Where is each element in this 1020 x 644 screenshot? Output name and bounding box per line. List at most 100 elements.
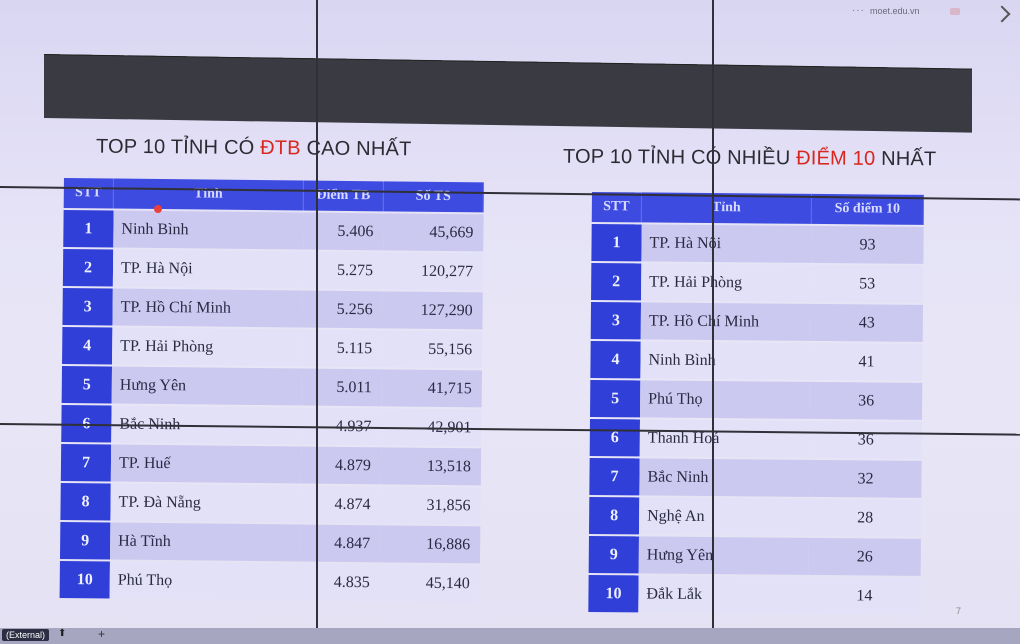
screen-grid-line [712,0,714,644]
candidates-cell: 55,156 [382,330,483,369]
score10-cell: 28 [808,498,922,537]
table-row: 2 TP. Hà Nội 5.275 120,277 [62,248,484,291]
table-row: 4 Ninh Bình 41 [590,340,923,381]
header-province: Tỉnh [113,178,304,211]
rank-cell: 5 [590,379,641,418]
average-cell: 4.847 [299,524,381,563]
bottom-toolbar [0,628,1020,644]
laser-pointer-dot [154,205,162,213]
province-cell: TP. Hải Phòng [112,327,303,367]
candidates-cell: 45,140 [379,564,480,603]
province-cell: Nghệ An [638,497,810,536]
site-badge [950,8,960,15]
province-cell: Hưng Yên [638,536,809,575]
page-number: 7 [956,606,962,616]
candidates-cell: 41,715 [381,369,482,408]
rank-cell: 9 [59,521,111,560]
header-stt: STT [63,177,114,209]
province-cell: Thanh Hoá [639,419,810,458]
province-cell: TP. Hải Phòng [641,263,812,302]
province-cell: TP. Hồ Chí Minh [640,302,812,341]
table-row: 9 Hưng Yên 26 [588,535,921,576]
slide-banner [44,54,972,133]
screen-grid-line [316,0,318,644]
table-row: 1 Ninh Bình 5.406 45,669 [63,209,484,252]
table-row: 10 Phú Thọ 4.835 45,140 [59,560,480,603]
average-cell: 5.275 [302,251,384,290]
rank-cell: 9 [588,535,639,574]
province-cell: Đắk Lắk [638,575,809,614]
header-candidates: Số TS [383,181,484,213]
average-cell: 5.115 [302,329,383,368]
table-row: 3 TP. Hồ Chí Minh 43 [590,301,924,342]
rank-cell: 5 [61,365,113,404]
cursor-icon[interactable]: ⬆ [58,628,67,639]
province-cell: Bắc Ninh [639,458,810,497]
province-cell: TP. Hồ Chí Minh [112,288,303,328]
rank-cell: 4 [62,326,113,365]
average-cell: 4.874 [300,485,381,524]
province-cell: Ninh Bình [113,210,304,250]
table-row: 2 TP. Hải Phòng 53 [591,262,924,303]
table-row: 4 TP. Hải Phòng 5.115 55,156 [62,326,483,369]
rank-cell: 1 [591,223,642,262]
table-row: 3 TP. Hồ Chí Minh 5.256 127,290 [62,287,483,330]
candidates-cell: 13,518 [380,447,482,486]
rank-cell: 3 [590,301,642,340]
rank-cell: 7 [589,457,640,496]
province-cell: Hà Tĩnh [109,522,301,562]
rank-cell: 3 [62,287,113,326]
rank-cell: 2 [591,262,642,301]
score10-cell: 53 [811,264,924,303]
average-cell: 4.879 [300,446,382,485]
header-stt: STT [591,191,642,223]
browser-top-bar: ··· moet.edu.vn [0,0,1020,30]
table-row: 10 Đắk Lắk 14 [588,574,921,615]
rank-cell: 8 [588,496,640,535]
province-cell: Phú Thọ [640,380,811,419]
left-title-highlight: ĐTB [260,137,301,160]
score10-cell: 36 [809,420,922,459]
province-cell: Hưng Yên [111,366,302,406]
more-icon[interactable]: ··· [852,5,865,16]
chevron-icon[interactable] [993,5,1011,23]
score10-cell: 41 [810,342,923,381]
score10-cell: 43 [810,303,924,342]
candidates-cell: 120,277 [382,252,484,291]
province-cell: TP. Đà Nẵng [110,483,301,523]
province-cell: TP. Hà Nội [641,224,812,263]
rank-cell: 4 [590,340,641,379]
top-score10-body: 1 TP. Hà Nội 93 2 TP. Hải Phòng 53 3 TP. Hồ Chí… [588,223,924,615]
table-row: 8 Nghệ An 28 [588,496,922,537]
domain-label: moet.edu.vn [870,6,920,16]
right-title-suffix: NHẤT [875,147,937,171]
score10-cell: 14 [808,576,921,615]
right-title-prefix: TOP 10 TỈNH CÓ NHIỀU [562,145,797,170]
candidates-cell: 31,856 [380,486,481,525]
external-badge[interactable]: (External) [2,629,50,641]
table-row: 8 TP. Đà Nẵng 4.874 31,856 [60,482,481,525]
left-table-title: TOP 10 TỈNH CÓ ĐTB CAO NHẤT [96,136,412,162]
candidates-cell: 16,886 [379,525,481,564]
table-row: 1 TP. Hà Nội 93 [591,223,924,264]
score10-cell: 26 [808,537,921,576]
rank-cell: 8 [60,482,111,521]
score10-cell: 32 [809,459,922,498]
rank-cell: 1 [63,209,114,248]
score10-cell: 36 [810,381,923,420]
province-cell: Phú Thọ [109,561,300,601]
table-header-row: STT Tỉnh Điểm TB Số TS [63,177,484,213]
top-average-body: 1 Ninh Bình 5.406 45,669 2 TP. Hà Nội 5.275 120… [59,209,484,603]
rank-cell: 6 [589,418,640,457]
average-cell: 4.835 [299,563,380,602]
average-cell: 5.011 [301,368,382,407]
rank-cell: 10 [588,574,639,613]
province-cell: TP. Huế [110,444,302,484]
province-cell: TP. Hà Nội [112,249,304,289]
table-row: 5 Hưng Yên 5.011 41,715 [61,365,482,408]
right-table-title: TOP 10 TỈNH CÓ NHIỀU ĐIỂM 10 NHẤT [563,146,937,172]
table-row: 7 TP. Huế 4.879 13,518 [60,443,482,486]
province-cell: Ninh Bình [640,341,811,380]
average-cell: 5.256 [302,290,383,329]
plus-icon[interactable]: + [98,627,106,641]
